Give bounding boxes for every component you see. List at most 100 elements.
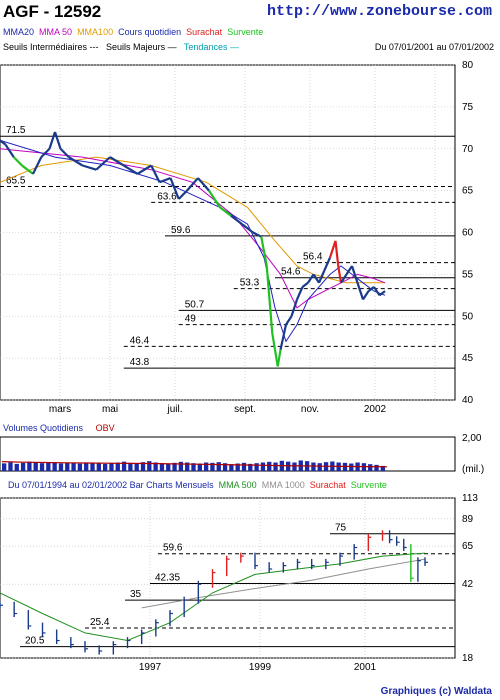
price-segment-oversold [21,164,29,171]
legend-intermediate-thresholds: Seuils Intermédiaires --- [3,42,99,52]
site-url[interactable]: http://www.zonebourse.com [266,3,492,20]
volume-bar [166,463,171,471]
volume-bar [185,462,190,471]
daily-y-tick: 40 [462,395,474,406]
monthly-threshold-label: 35 [130,589,142,600]
legend-major-thresholds: Seuils Majeurs — [106,42,177,52]
volume-bar [317,463,322,471]
monthly-y-tick: 89 [462,514,474,525]
price-segment [373,286,381,296]
price-segment [186,177,199,192]
volume-bar [71,463,76,471]
price-segment [285,315,293,326]
price-segment [123,164,139,175]
monthly-plot-frame [0,497,456,659]
monthly-x-tick: 2001 [354,662,377,673]
price-segment [177,189,188,200]
monthly-threshold-label: 42.35 [155,572,180,583]
monthly-threshold-label: 59.6 [163,543,183,554]
price-segment [197,177,210,192]
daily-x-tick: sept. [234,404,256,415]
volume-bar [20,462,26,471]
legend-volume: Volumes Quotidiens [3,423,84,433]
price-segment-oversold [260,236,268,267]
price-segment-oversold [268,299,274,334]
legend-monthly-overbought: Surachat [309,480,346,490]
legend-monthly-oversold: Survente [350,480,387,490]
volume-bar [191,463,196,471]
daily-x-tick: juil. [166,404,182,415]
price-segment [362,290,370,301]
volume-bar [46,462,51,471]
daily-x-tick: mai [102,404,118,415]
volume-bar [140,462,146,471]
daily-y-tick: 60 [462,228,474,239]
volume-bar [52,462,57,471]
price-segment [323,257,332,271]
price-segment-oversold [271,332,277,350]
daily-threshold-label: 65.5 [6,175,26,186]
daily-plot-frame [0,64,456,401]
daily-y-tick: 50 [462,311,474,322]
daily-threshold-label: 54.6 [281,267,301,278]
daily-threshold-label: 63.6 [157,191,177,202]
mma50-line [0,148,386,309]
price-segment [40,147,51,158]
price-segment [312,273,320,284]
volume-plot-frame [0,436,456,472]
volume-bar [77,463,83,471]
volume-bar [235,463,240,471]
monthly-threshold-label: 20.5 [25,636,45,647]
volume-y-tick: 2,00 [462,433,482,444]
volume-bar [134,463,139,471]
daily-y-tick: 80 [462,60,474,71]
daily-x-tick: 2002 [364,404,387,415]
volume-legend: Volumes Quotidiens OBV [3,423,115,433]
price-segment [230,214,243,226]
legend-overbought: Surachat [186,27,223,37]
price-segment [252,231,262,238]
price-segment-overbought [328,240,337,258]
daily-threshold-label: 50.7 [185,299,205,310]
daily-x-tick: mars [49,404,71,415]
volume-bar [222,463,228,471]
daily-y-tick: 75 [462,102,474,113]
volume-bar [147,461,152,471]
daily-threshold-label: 56.4 [303,252,323,263]
price-segment-oversold [26,168,34,175]
volume-bar [33,462,38,471]
volume-bar [248,463,253,471]
volume-bar [121,461,127,471]
chart-title: AGF - 12592 [3,2,102,21]
volume-bar [27,461,32,471]
monthly-x-tick: 1997 [139,662,162,673]
mma500-line [0,552,426,642]
volume-bar [159,463,165,471]
credit-text: Graphiques (c) Waldata [380,686,492,697]
price-segment [356,282,365,300]
price-segment [241,223,254,234]
legend-mma20: MMA20 [3,27,35,37]
legend-top: MMA20 MMA 50 MMA100 Cours quotidien Sura… [3,27,263,37]
volume-bar [311,462,316,471]
price-segment-overbought [334,240,340,267]
price-segment-oversold [265,265,271,300]
price-segment-oversold [208,190,221,208]
price-segment-oversold [219,206,232,217]
volume-bar [8,462,13,471]
volume-bar [128,462,133,471]
price-segment [307,273,315,284]
monthly-threshold-label: 25.4 [90,617,110,628]
volume-bar [39,463,45,471]
date-range-top: Du 07/01/2001 au 07/01/2002 [374,42,494,52]
volume-bar [96,463,101,471]
volume-bar [109,463,114,471]
monthly-threshold-label: 75 [335,523,347,534]
daily-y-tick: 65 [462,186,474,197]
mma1000-line [141,558,426,609]
price-segment [109,156,125,167]
volume-bar [153,462,158,471]
price-segment [350,265,359,284]
volume-bar [65,462,70,471]
monthly-chart: 18 42 65 89 113 1997 1999 2001 75 59.6 42.35 35 25.4… [0,493,478,673]
